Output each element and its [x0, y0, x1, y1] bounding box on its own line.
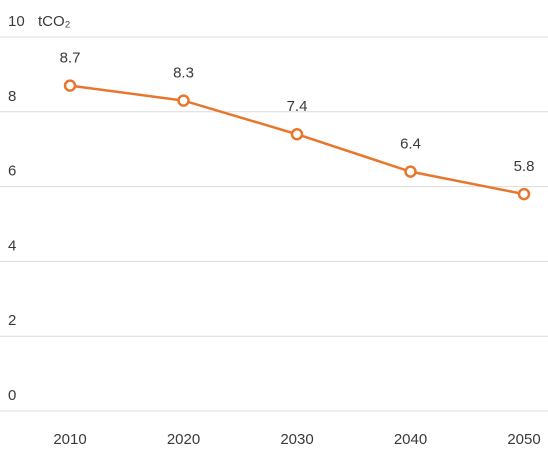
value-label: 5.8: [514, 158, 535, 175]
x-tick-label: 2050: [507, 431, 540, 448]
point: [517, 187, 531, 201]
y-axis-unit: tCO₂: [38, 13, 71, 30]
point: [63, 79, 77, 92]
point: [177, 94, 190, 107]
point: [404, 165, 417, 178]
y-tick-label: 8: [8, 88, 16, 105]
y-tick-label: 2: [8, 312, 16, 329]
value-label: 8.3: [173, 65, 194, 82]
y-tick-label: 4: [8, 237, 16, 254]
value-label: 7.4: [287, 98, 308, 115]
value-label: 6.4: [400, 136, 421, 153]
x-tick-label: 2040: [394, 431, 427, 448]
x-tick-label: 2020: [167, 431, 200, 448]
x-tick-label: 2030: [280, 431, 313, 448]
point: [290, 127, 304, 141]
y-tick-label: 10: [8, 13, 25, 30]
value-label: 8.7: [60, 50, 81, 67]
x-tick-label: 2010: [53, 431, 86, 448]
y-tick-label: 6: [8, 163, 16, 180]
y-tick-label: 0: [8, 387, 16, 404]
